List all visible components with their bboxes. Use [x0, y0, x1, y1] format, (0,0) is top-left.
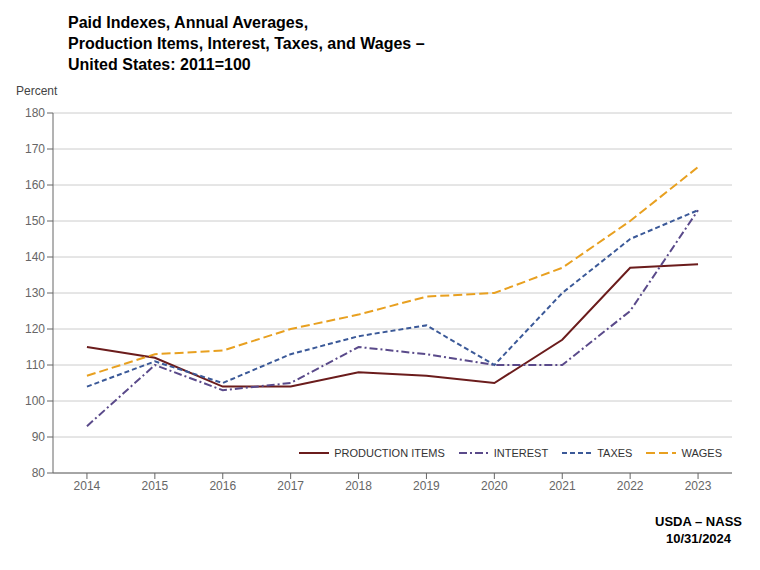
html-text:Production Items, Interest, Ta: Production Items, Interest, Taxes, and W… — [68, 35, 425, 52]
svg-text:120: 120 — [25, 322, 45, 336]
svg-text:2017: 2017 — [277, 479, 304, 493]
svg-text:110: 110 — [26, 358, 45, 372]
html-text:United States: 2011=100: United States: 2011=100 — [68, 56, 251, 73]
svg-text:160: 160 — [25, 178, 45, 192]
html-text:INTEREST: INTEREST — [493, 447, 549, 459]
html-text:TAXES: TAXES — [597, 447, 633, 459]
html-text:WAGES: WAGES — [681, 447, 722, 459]
svg-text:100: 100 — [25, 394, 45, 408]
svg-text:170: 170 — [25, 142, 45, 156]
svg-text:130: 130 — [25, 286, 45, 300]
svg-text:2015: 2015 — [141, 479, 168, 493]
svg-text:2014: 2014 — [74, 479, 101, 493]
svg-text:2022: 2022 — [617, 479, 644, 493]
html-text:10/31/2024: 10/31/2024 — [666, 531, 732, 546]
svg-text:2020: 2020 — [481, 479, 508, 493]
svg-text:140: 140 — [25, 250, 45, 264]
html-text:Percent: Percent — [16, 84, 58, 98]
svg-text:2023: 2023 — [685, 479, 712, 493]
svg-text:2018: 2018 — [345, 479, 372, 493]
svg-text:80: 80 — [32, 466, 46, 480]
svg-text:180: 180 — [25, 106, 45, 120]
svg-text:90: 90 — [32, 430, 46, 444]
svg-text:2019: 2019 — [413, 479, 440, 493]
svg-text:2021: 2021 — [549, 479, 576, 493]
svg-text:150: 150 — [25, 214, 45, 228]
html-text:PRODUCTION ITEMS: PRODUCTION ITEMS — [334, 447, 445, 459]
html-text:Paid Indexes, Annual Averages,: Paid Indexes, Annual Averages, — [68, 14, 309, 31]
html-text:USDA – NASS: USDA – NASS — [655, 514, 742, 529]
svg-text:2016: 2016 — [209, 479, 236, 493]
